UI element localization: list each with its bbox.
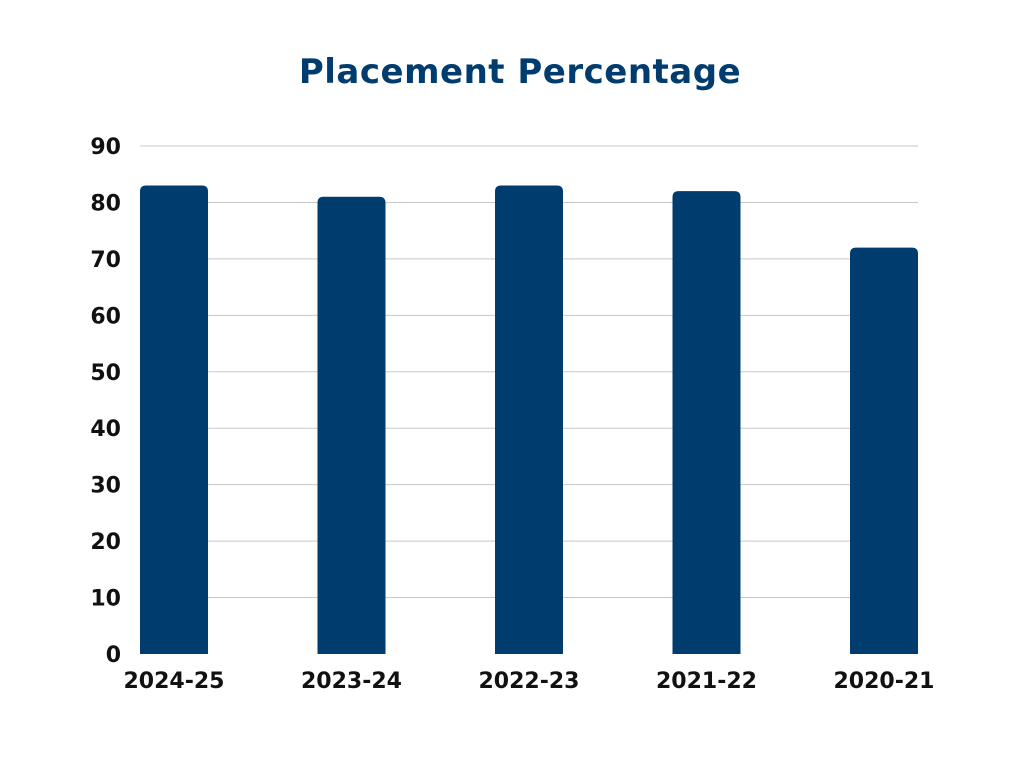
x-tick-label: 2023-24 bbox=[301, 669, 402, 694]
y-tick-label: 40 bbox=[90, 417, 121, 442]
x-tick-label: 2021-22 bbox=[656, 669, 757, 694]
y-tick-label: 0 bbox=[106, 643, 121, 668]
y-tick-label: 60 bbox=[90, 304, 121, 329]
bar-2022-23 bbox=[495, 185, 563, 654]
y-tick-label: 30 bbox=[90, 474, 121, 499]
y-tick-label: 90 bbox=[90, 135, 121, 160]
x-tick-label: 2020-21 bbox=[834, 669, 935, 694]
y-tick-label: 80 bbox=[90, 191, 121, 216]
bars bbox=[140, 185, 918, 655]
y-tick-label: 20 bbox=[90, 530, 121, 555]
bar-2023-24 bbox=[317, 196, 386, 655]
y-axis-ticks: 0 10 20 30 40 50 60 70 80 90 bbox=[90, 135, 121, 668]
x-axis-ticks: 2024-25 2023-24 2022-23 2021-22 2020-21 bbox=[124, 669, 935, 694]
x-tick-label: 2022-23 bbox=[479, 669, 580, 694]
bar-2021-22 bbox=[672, 191, 741, 654]
y-tick-label: 50 bbox=[90, 361, 121, 386]
y-tick-label: 70 bbox=[90, 248, 121, 273]
y-tick-label: 10 bbox=[90, 587, 121, 612]
bar-2024-25 bbox=[140, 185, 208, 654]
chart-title: Placement Percentage bbox=[298, 52, 742, 92]
x-tick-label: 2024-25 bbox=[124, 669, 225, 694]
bar-2020-21 bbox=[850, 247, 918, 654]
